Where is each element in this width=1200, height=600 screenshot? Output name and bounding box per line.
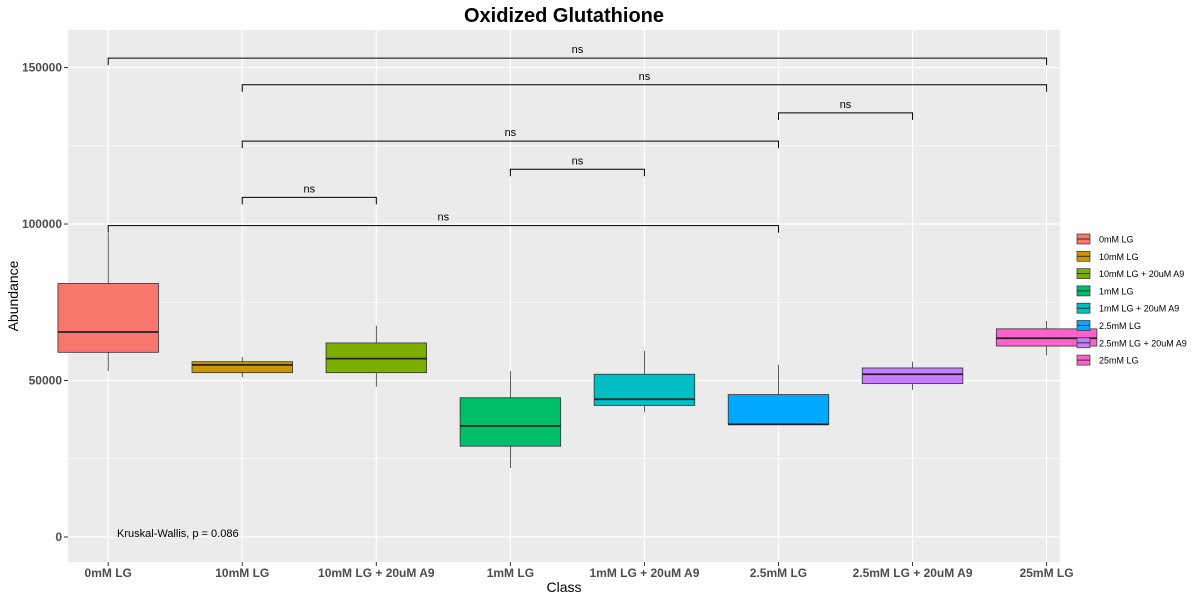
comparison-bracket: ns: [241, 127, 779, 149]
legend-item: 10mM LG: [1076, 250, 1139, 262]
bracket-line: [241, 84, 1048, 92]
x-tick-label: 10mM LG: [215, 566, 269, 580]
legend-item: 1mM LG: [1076, 285, 1134, 296]
comparison-bracket: ns: [107, 44, 1048, 66]
legend-item: 0mM LG: [1076, 233, 1134, 245]
x-tick-label: 1mM LG: [487, 566, 534, 580]
comparison-bracket: ns: [107, 212, 779, 233]
bracket-line: [107, 57, 1048, 66]
box-2-5mm-lg-20um-a9: [861, 361, 964, 390]
box-rect: [191, 361, 293, 374]
bracket-label: ns: [505, 127, 517, 139]
x-tick-label: 2.5mM LG: [750, 566, 807, 580]
y-axis: 0 50000 100000 150000: [22, 61, 68, 544]
legend-label: 1mM LG: [1099, 286, 1134, 296]
bracket-line: [777, 112, 914, 120]
chart-title: Oxidized Glutathione: [464, 5, 664, 27]
legend-label: 2.5mM LG + 20uM A9: [1099, 338, 1187, 348]
legend-label: 1mM LG + 20uM A9: [1099, 304, 1179, 314]
legend-item: 25mM LG: [1076, 354, 1139, 366]
x-tick-label: 10mM LG + 20uM A9: [318, 566, 435, 580]
box-rect: [57, 283, 159, 353]
legend-item: 2.5mM LG: [1076, 320, 1141, 331]
comparison-brackets: ns ns ns ns ns ns ns: [107, 44, 1048, 233]
legend-label: 0mM LG: [1099, 235, 1134, 245]
comparison-bracket: ns: [777, 99, 914, 120]
x-axis: 0mM LG 10mM LG 10mM LG + 20uM A9 1mM LG 1mM …: [85, 562, 1074, 580]
y-tick-label: 100000: [22, 217, 62, 231]
box-1mm-lg: [459, 371, 562, 469]
box-0mm-lg: [57, 233, 159, 372]
box-1mm-lg-20um-a9: [593, 350, 696, 412]
legend-label: 2.5mM LG: [1099, 321, 1141, 331]
bracket-line: [241, 140, 779, 149]
box-rect: [459, 397, 562, 447]
bracket-label: ns: [303, 183, 315, 195]
x-tick-label: 25mM LG: [1020, 566, 1074, 580]
legend-label: 10mM LG: [1099, 252, 1139, 262]
legend-item: 1mM LG + 20uM A9: [1076, 302, 1179, 314]
plot-panel: [68, 30, 1060, 562]
box-rect: [861, 367, 964, 385]
legend-item: 2.5mM LG + 20uM A9: [1076, 337, 1187, 348]
y-axis-title: Abundance: [5, 260, 21, 331]
box-10mm-lg: [191, 357, 293, 378]
box-2-5mm-lg: [727, 364, 830, 426]
box-25mm-lg: [995, 321, 1098, 356]
bracket-label: ns: [572, 44, 584, 56]
bracket-label: ns: [572, 155, 584, 167]
comparison-bracket: ns: [241, 71, 1048, 92]
box-10mm-lg-20um-a9: [325, 325, 427, 387]
x-tick-label: 0mM LG: [85, 566, 132, 580]
x-axis-title: Class: [546, 579, 581, 595]
kruskal-wallis-annotation: Kruskal-Wallis, p = 0.086: [117, 528, 239, 540]
legend-item: 10mM LG + 20uM A9: [1076, 268, 1184, 279]
x-tick-label: 1mM LG + 20uM A9: [589, 566, 699, 580]
gridlines: [68, 30, 1060, 562]
bracket-line: [509, 168, 645, 177]
comparison-bracket: ns: [241, 183, 377, 205]
y-tick-label: 0: [55, 530, 62, 544]
box-rect: [727, 394, 830, 425]
x-tick-label: 2.5mM LG + 20uM A9: [853, 566, 973, 580]
boxes: [57, 233, 1098, 469]
box-rect: [593, 373, 696, 406]
legend-label: 25mM LG: [1099, 356, 1139, 366]
bracket-label: ns: [639, 71, 651, 83]
bracket-label: ns: [438, 212, 450, 224]
comparison-bracket: ns: [509, 155, 645, 177]
y-tick-label: 150000: [22, 61, 62, 75]
bracket-line: [107, 225, 779, 233]
y-tick-label: 50000: [29, 373, 63, 387]
bracket-line: [241, 196, 377, 205]
bracket-label: ns: [840, 99, 852, 111]
legend-label: 10mM LG + 20uM A9: [1099, 269, 1184, 279]
legend: 0mM LG 10mM LG 10mM LG + 20uM A9 1mM LG 1mM …: [1076, 233, 1187, 366]
